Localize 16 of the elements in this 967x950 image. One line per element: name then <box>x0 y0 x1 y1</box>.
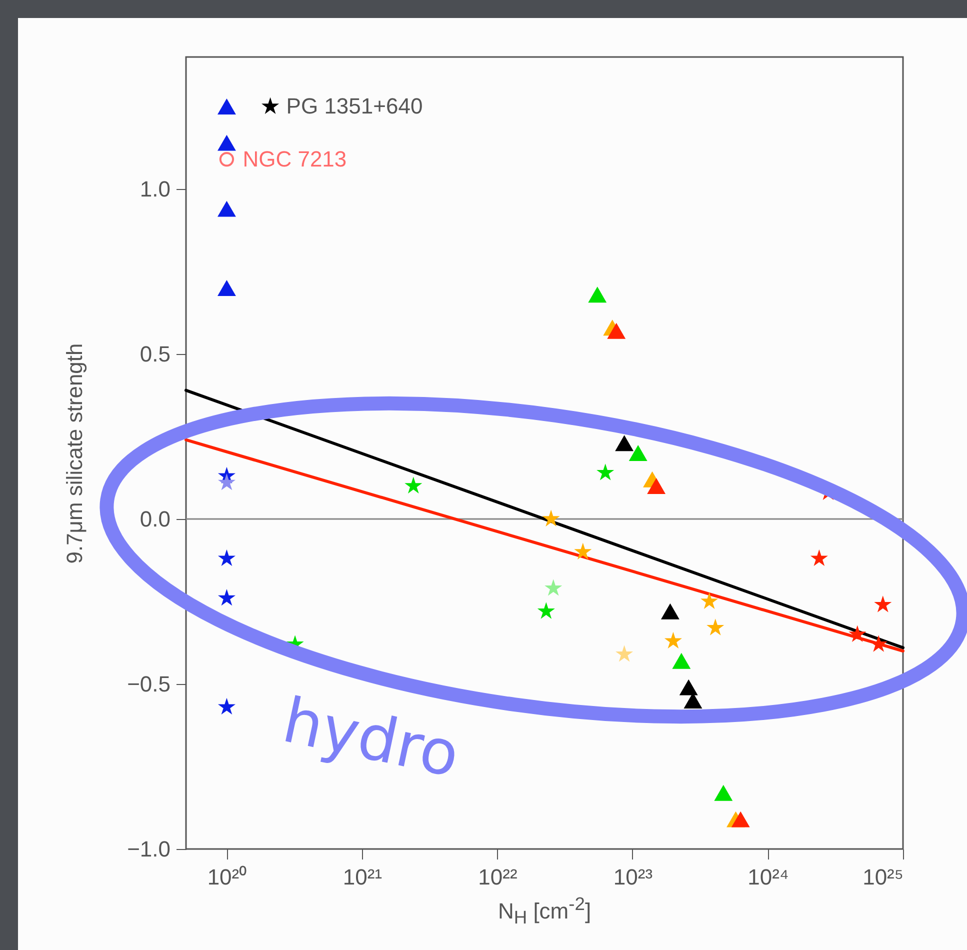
x-tick-label: 10²⁵ <box>862 864 904 890</box>
y-tick-label: −1.0 <box>127 836 170 862</box>
annotation: hydro <box>276 683 466 792</box>
x-tick-label: 10²² <box>478 864 518 890</box>
x-tick-label: 10²⁰ <box>207 864 248 890</box>
annotation: PG 1351+640 <box>286 94 423 118</box>
y-tick-label: −0.5 <box>127 672 170 696</box>
x-axis-title: N$_{H}$ [cm$^{-2}$] <box>496 893 592 929</box>
x-tick-label: 10²³ <box>613 864 653 890</box>
y-tick-label: 1.0 <box>140 176 170 202</box>
y-tick-label: 0.5 <box>140 342 170 366</box>
annotation: NGC 7213 <box>242 146 347 172</box>
y-tick-label: 0.0 <box>140 506 170 532</box>
y-axis-title: 9.7μm silicate strength <box>62 343 88 564</box>
x-tick-label: 10²¹ <box>342 864 382 890</box>
x-tick-label: 10²⁴ <box>748 864 789 890</box>
